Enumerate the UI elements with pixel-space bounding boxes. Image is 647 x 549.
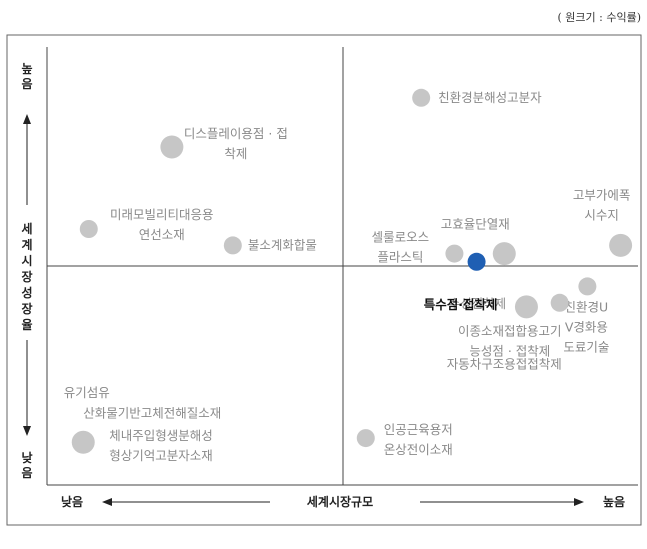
p-auto-parts-label: 자동차구조용접접착제 (447, 356, 562, 371)
p-eco-polymer-label: 친환경분해성고분자 (438, 90, 542, 105)
p-eco-polymer-bubble (412, 88, 431, 107)
p-display-adhesive-label: 디스플레이용점 · 접 착제 (184, 126, 288, 161)
p-eco-uv-bubble (578, 277, 597, 296)
p-display-adhesive-bubble (160, 135, 184, 159)
x-axis-low-label: 낮음 (61, 494, 83, 509)
y-arrow-down-head (23, 426, 31, 436)
p-high-efficiency-bubble (492, 242, 516, 266)
p-organic-fiber-label: 유기섬유 (64, 385, 110, 400)
y-arrow-up-head (23, 114, 31, 124)
p-high-value-resin-label: 고부가에폭 시수지 (573, 187, 631, 222)
p-high-value-resin-bubble (609, 233, 633, 257)
p-cellulose-bubble (445, 244, 464, 263)
p-shape-memory-label: 체내주입형생분해성 형상기억고분자소재 (109, 428, 213, 463)
outer-frame (6, 34, 642, 526)
p-shape-memory-bubble (71, 430, 95, 454)
p-hetero-label: 이종소재접합용고기 능성점 · 접착제 (458, 324, 562, 359)
p-fluorine-bubble (223, 236, 242, 255)
p-artificial-muscle-label: 인공근육용저 온상전이소재 (384, 422, 453, 457)
p-oxide-electrolyte-label: 산화물기반고체전해질소재 (83, 406, 221, 421)
p-mobility-cable-bubble (79, 220, 98, 238)
p-special-adhesive-bubble (467, 252, 486, 271)
p-small1-bubble (550, 293, 569, 312)
p-waterborne-label: 수성점착제 (449, 296, 507, 311)
x-arrow-left-head (102, 498, 112, 506)
x-arrow-right-head (574, 498, 584, 506)
p-eco-uv-label: 친환경U V경화용 도료기술 (563, 299, 609, 354)
p-special-adhesive-label: 특수점·접착제 (424, 297, 498, 312)
x-axis-high-label: 높음 (603, 494, 625, 509)
p-waterborne-bubble (514, 295, 538, 319)
p-artificial-muscle-bubble (356, 429, 375, 448)
p-mobility-cable-label: 미래모빌리티대응용 연선소재 (110, 207, 214, 242)
p-cellulose-label: 셀룰로오스 플라스틱 (372, 230, 430, 265)
p-high-efficiency-label: 고효율단열재 (441, 217, 510, 232)
size-legend-note: ( 원크기 : 수익률) (557, 11, 642, 24)
x-axis-title: 세계시장규모 (307, 494, 373, 509)
p-fluorine-label: 불소계화합물 (248, 237, 317, 252)
